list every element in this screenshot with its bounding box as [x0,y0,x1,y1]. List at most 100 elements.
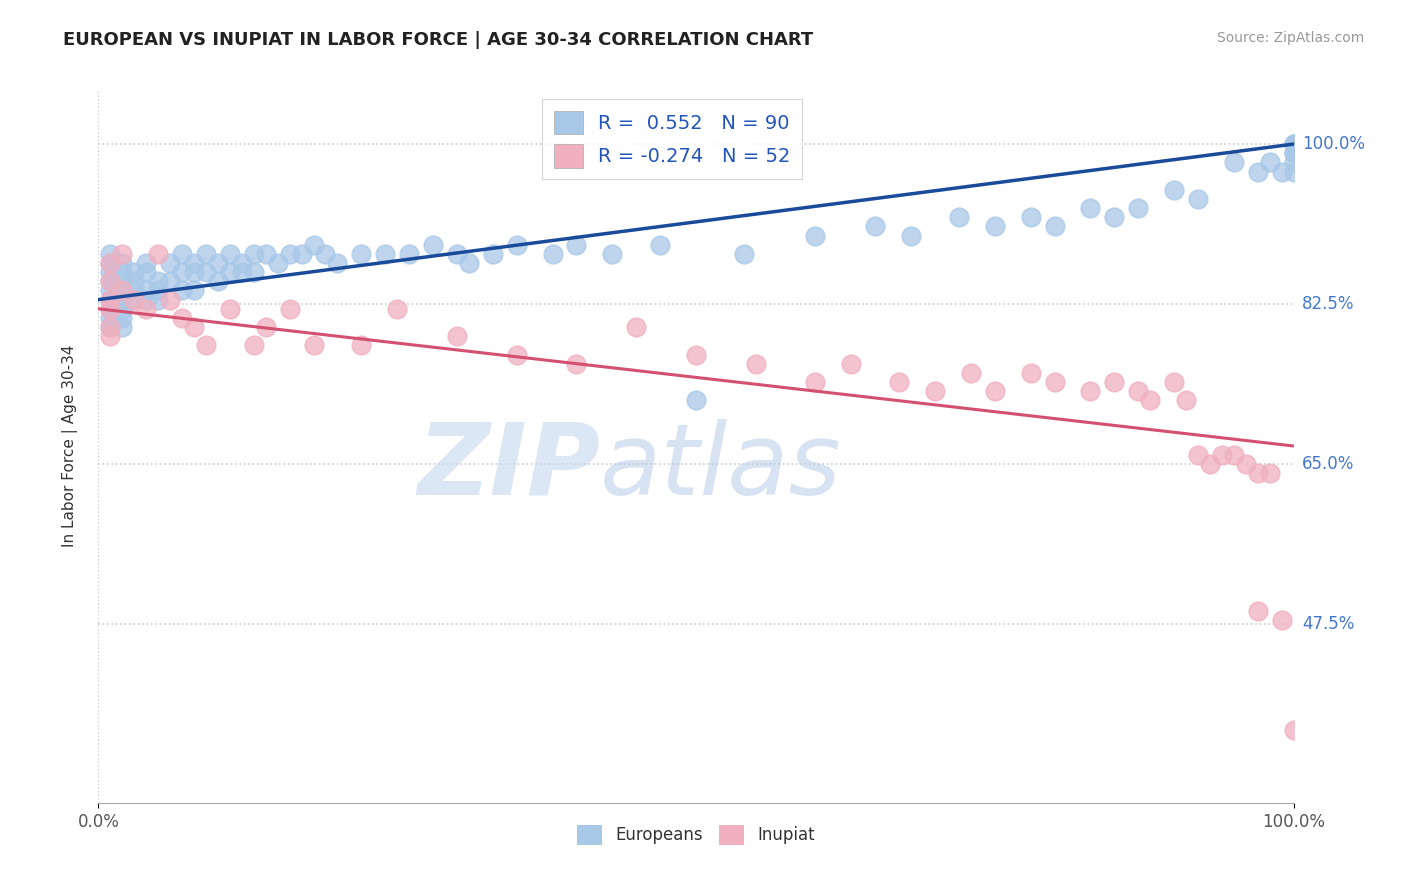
Point [124,293,146,307]
Point [1223,155,1246,169]
Point [183,256,205,270]
Point [243,247,266,261]
Point [135,293,157,307]
Point [1128,201,1150,215]
Point [841,357,863,371]
Point [1187,448,1209,462]
Point [195,338,218,352]
Point [446,329,468,343]
Point [733,247,755,261]
Point [98,256,122,270]
Point [254,320,277,334]
Point [98,310,122,325]
Point [626,320,648,334]
Point [1258,467,1281,481]
Point [889,375,911,389]
Point [98,329,122,343]
Point [602,247,624,261]
Point [267,256,290,270]
Point [1043,375,1066,389]
Point [1080,384,1102,398]
Point [207,256,229,270]
Point [98,301,122,316]
Text: 65.0%: 65.0% [1302,455,1354,474]
Point [135,284,157,298]
Point [1282,137,1305,152]
Point [685,347,707,361]
Point [183,265,205,279]
Point [326,256,349,270]
Point [278,247,301,261]
Point [1104,375,1126,389]
Point [98,265,122,279]
Point [1163,183,1185,197]
Point [1271,164,1294,178]
Point [219,265,242,279]
Point [172,284,194,298]
Point [111,293,134,307]
Point [960,366,983,380]
Point [315,247,337,261]
Point [446,247,468,261]
Point [385,301,409,316]
Text: 47.5%: 47.5% [1302,615,1354,633]
Point [1282,137,1305,152]
Point [1234,458,1257,472]
Point [1019,211,1042,225]
Point [1271,613,1294,627]
Point [1282,164,1305,178]
Point [506,347,529,361]
Point [1223,448,1246,462]
Point [1128,384,1150,398]
Text: 100.0%: 100.0% [1302,135,1365,153]
Point [172,247,194,261]
Point [183,284,205,298]
Point [924,384,946,398]
Point [111,320,134,334]
Point [302,338,325,352]
Point [1258,155,1281,169]
Point [1211,448,1233,462]
Point [183,320,205,334]
Point [135,265,157,279]
Point [111,284,134,298]
Point [1175,393,1198,408]
Point [278,301,301,316]
Point [219,301,242,316]
Text: EUROPEAN VS INUPIAT IN LABOR FORCE | AGE 30-34 CORRELATION CHART: EUROPEAN VS INUPIAT IN LABOR FORCE | AGE… [63,31,814,49]
Point [1187,192,1209,206]
Point [984,384,1007,398]
Point [302,237,325,252]
Point [98,293,122,307]
Point [1199,458,1222,472]
Point [98,247,122,261]
Point [1282,137,1305,152]
Point [685,393,707,408]
Point [506,237,529,252]
Point [231,265,253,279]
Point [195,265,218,279]
Point [745,357,768,371]
Point [219,247,242,261]
Point [98,274,122,288]
Point [148,284,170,298]
Point [1282,155,1305,169]
Point [984,219,1007,234]
Point [124,284,146,298]
Point [148,247,170,261]
Point [159,274,181,288]
Point [900,228,922,243]
Point [1163,375,1185,389]
Point [865,219,887,234]
Point [172,310,194,325]
Point [948,211,970,225]
Point [254,247,277,261]
Point [648,237,672,252]
Point [1080,201,1102,215]
Point [98,320,122,334]
Point [124,293,146,307]
Point [1247,604,1270,618]
Point [243,338,266,352]
Point [1282,146,1305,161]
Point [111,274,134,288]
